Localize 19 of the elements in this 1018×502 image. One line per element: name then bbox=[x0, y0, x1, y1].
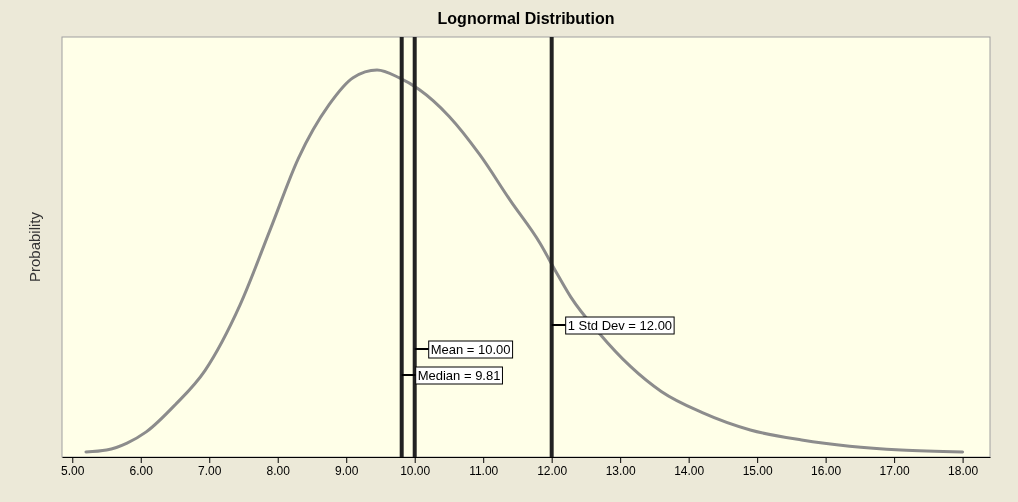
x-tick-label: 14.00 bbox=[674, 463, 705, 478]
x-tick-label: 12.00 bbox=[537, 463, 568, 478]
x-tick-label: 11.00 bbox=[469, 463, 499, 478]
x-tick-label: 10.00 bbox=[400, 463, 431, 478]
y-axis-title: Probability bbox=[26, 211, 43, 283]
x-tick-label: 13.00 bbox=[605, 463, 637, 478]
x-tick-label: 17.00 bbox=[879, 463, 910, 478]
ref-line-label: Mean = 10.00 bbox=[430, 342, 511, 357]
x-tick-label: 5.00 bbox=[61, 463, 85, 478]
x-tick-label: 15.00 bbox=[742, 463, 773, 478]
chart-title: Lognormal Distribution bbox=[437, 10, 615, 27]
x-tick-label: 6.00 bbox=[129, 463, 154, 478]
x-tick-label: 18.00 bbox=[948, 463, 979, 478]
x-tick-label: 9.00 bbox=[335, 463, 359, 478]
x-tick-label: 8.00 bbox=[266, 463, 291, 478]
ref-line-label: Median = 9.81 bbox=[417, 368, 501, 383]
x-tick-label: 7.00 bbox=[198, 463, 222, 478]
ref-line-label: 1 Std Dev = 12.00 bbox=[567, 318, 673, 333]
x-tick-label: 16.00 bbox=[811, 463, 842, 478]
